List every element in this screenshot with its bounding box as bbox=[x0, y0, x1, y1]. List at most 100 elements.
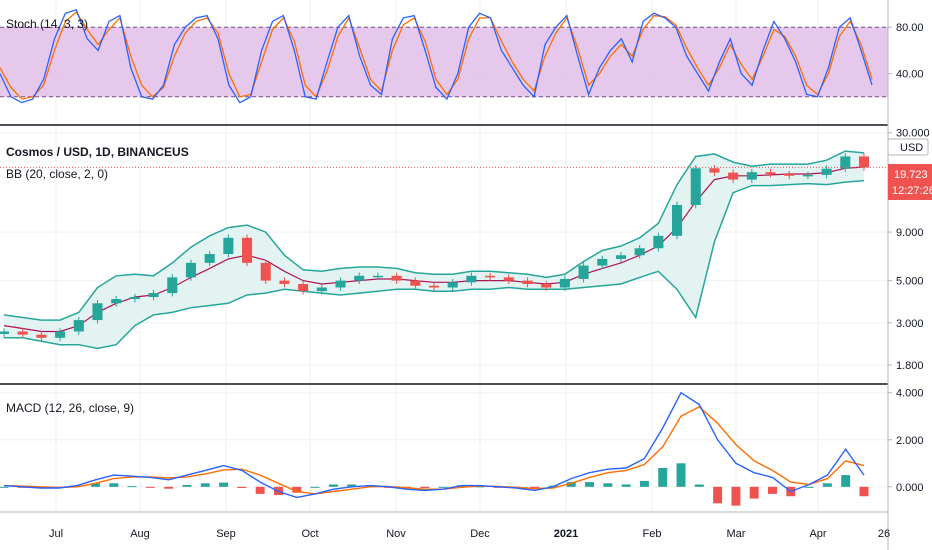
candle bbox=[821, 165, 832, 179]
macd-histogram bbox=[0, 463, 869, 506]
candle-body bbox=[148, 293, 159, 297]
candle bbox=[653, 232, 664, 252]
candle bbox=[316, 284, 327, 295]
candle-body bbox=[746, 172, 757, 180]
stoch-d-line bbox=[0, 11, 873, 100]
candle bbox=[597, 255, 608, 269]
candle-body bbox=[428, 285, 440, 288]
candle bbox=[410, 277, 421, 290]
y-tick-label: 9.000 bbox=[896, 227, 924, 239]
candle-body bbox=[447, 282, 458, 288]
price-axis[interactable]: 80.00 40.00 30.000 9.000 5.000 3.000 1.800 4.00… bbox=[888, 22, 930, 494]
macd-panel: MACD (12, 26, close, 9) bbox=[0, 391, 869, 506]
candle bbox=[185, 259, 196, 281]
candle bbox=[784, 170, 795, 180]
candle-body bbox=[335, 280, 346, 288]
macd-histogram-bar bbox=[219, 482, 229, 487]
candle-body bbox=[17, 331, 28, 335]
x-tick-label: Jul bbox=[49, 528, 63, 540]
candle-body bbox=[466, 275, 477, 283]
bar-countdown: 12:27:26 bbox=[892, 185, 932, 197]
macd-histogram-bar bbox=[109, 483, 119, 487]
candle bbox=[447, 279, 458, 291]
candle-body bbox=[559, 278, 570, 288]
candle-body bbox=[821, 168, 832, 175]
macd-histogram-bar bbox=[731, 486, 741, 506]
candle-body bbox=[298, 283, 309, 292]
candle bbox=[298, 280, 309, 295]
currency-badge[interactable] bbox=[887, 138, 929, 156]
macd-histogram-bar bbox=[749, 486, 759, 499]
bb-indicator-label[interactable]: BB (20, close, 2, 0) bbox=[6, 167, 108, 181]
candle-body bbox=[503, 277, 514, 281]
x-tick-label: Nov bbox=[386, 528, 406, 540]
candle-body bbox=[223, 237, 234, 255]
candle bbox=[354, 272, 365, 284]
macd-histogram-bar bbox=[713, 486, 723, 504]
candle-body bbox=[372, 275, 383, 278]
time-axis[interactable]: Jul Aug Sep Oct Nov Dec 2021 Feb Mar Apr 26 bbox=[49, 528, 890, 540]
x-tick-label: Oct bbox=[301, 528, 318, 540]
candle-body bbox=[802, 174, 813, 177]
candle-body bbox=[354, 275, 365, 281]
candle-body bbox=[167, 277, 178, 294]
candle-body bbox=[73, 320, 84, 332]
candle bbox=[541, 280, 552, 291]
currency-label[interactable]: USD bbox=[900, 142, 923, 154]
macd-histogram-bar bbox=[475, 486, 485, 488]
y-tick-label: 2.000 bbox=[896, 435, 924, 447]
candle-body bbox=[111, 299, 122, 304]
candle bbox=[129, 293, 140, 303]
macd-histogram-bar bbox=[694, 484, 704, 487]
candle bbox=[148, 289, 159, 301]
macd-histogram-bar bbox=[841, 475, 851, 487]
candle bbox=[279, 277, 290, 288]
candle-body bbox=[391, 275, 402, 281]
stoch-title: Stoch (14, 3, 3) bbox=[6, 17, 88, 31]
stoch-panel: Stoch (14, 3, 3) bbox=[0, 8, 888, 104]
bb-lower-line bbox=[4, 179, 865, 350]
x-tick-label: Feb bbox=[643, 528, 662, 540]
candle-body bbox=[316, 287, 327, 292]
y-tick-label: 40.00 bbox=[896, 69, 924, 81]
candle bbox=[522, 277, 533, 288]
symbol-title[interactable]: Cosmos / USD, 1D, BINANCEUS bbox=[6, 145, 189, 159]
x-tick-label: Mar bbox=[727, 528, 746, 540]
candle bbox=[17, 328, 28, 338]
candle bbox=[428, 282, 440, 291]
candle-body bbox=[410, 280, 421, 286]
candle-body bbox=[728, 172, 739, 180]
candle-body bbox=[690, 168, 701, 205]
candle bbox=[92, 300, 103, 324]
x-tick-label: 26 bbox=[878, 528, 890, 540]
price-panel: Cosmos / USD, 1D, BINANCEUS BB (20, clos… bbox=[0, 145, 888, 350]
macd-line bbox=[3, 391, 865, 499]
candle bbox=[485, 272, 496, 281]
candle-body bbox=[0, 331, 10, 334]
y-tick-label: 1.800 bbox=[896, 360, 924, 372]
candle-body bbox=[840, 156, 851, 169]
candle-body bbox=[858, 156, 870, 168]
macd-histogram-bar bbox=[0, 486, 9, 488]
candle-body bbox=[597, 258, 608, 266]
x-tick-label: Apr bbox=[809, 528, 826, 540]
candle-body bbox=[242, 237, 253, 263]
bb-upper-line bbox=[3, 150, 865, 321]
macd-histogram-bar bbox=[859, 486, 869, 497]
last-price-tag: USD 19.723 12:27:26 bbox=[887, 138, 932, 200]
macd-histogram-bar bbox=[310, 486, 320, 488]
candle bbox=[634, 245, 645, 259]
macd-histogram-bar bbox=[420, 486, 430, 488]
candle bbox=[466, 272, 477, 286]
candle bbox=[167, 274, 178, 297]
candle bbox=[36, 331, 47, 342]
candle-body bbox=[709, 168, 720, 173]
candle bbox=[335, 277, 346, 291]
candle bbox=[728, 169, 739, 183]
last-price-badge bbox=[888, 164, 932, 200]
macd-title: MACD (12, 26, close, 9) bbox=[6, 401, 134, 415]
candle bbox=[223, 234, 234, 258]
x-tick-label: Aug bbox=[130, 528, 150, 540]
macd-histogram-bar bbox=[530, 486, 540, 489]
